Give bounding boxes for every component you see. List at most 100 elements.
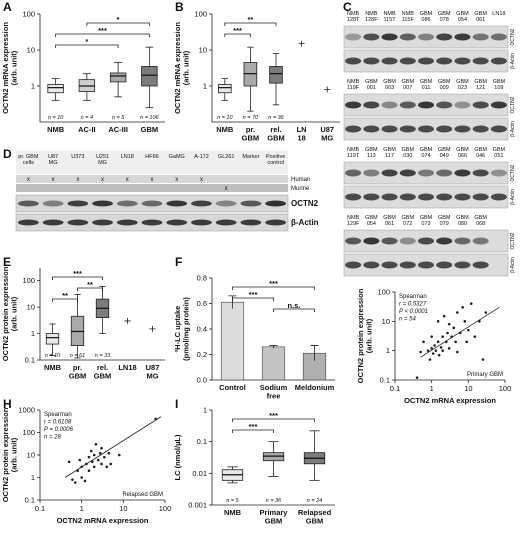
point <box>455 350 459 354</box>
y-tick-label: 0.001 <box>188 501 207 510</box>
point <box>446 331 449 335</box>
blot-band <box>92 219 113 226</box>
blot-band <box>345 101 362 109</box>
y-tick-label: 0.6 <box>197 299 207 308</box>
point <box>96 458 100 462</box>
blot-band <box>472 125 489 133</box>
group-label: Relapsed GBM <box>122 492 163 498</box>
blot-band <box>490 169 507 177</box>
lane-label: NMB 119F <box>347 79 360 91</box>
x-tick-label: NMB <box>47 125 65 134</box>
point <box>447 347 451 350</box>
n-label: n = 4 <box>81 115 93 121</box>
lane-label: LN18 <box>492 11 505 17</box>
y-tick-label: 0.2 <box>197 350 207 359</box>
blot-band <box>345 125 362 133</box>
point <box>107 451 111 455</box>
y-tick-label: 0.0 <box>197 376 207 385</box>
point-marker <box>324 86 331 93</box>
blot-band <box>417 237 435 245</box>
y-axis-label: ³H-LC uptake(pmol/mg protein) <box>173 297 190 361</box>
lane-label: GBM 072 <box>402 215 415 227</box>
significance-bracket <box>224 22 277 26</box>
blot-strip <box>343 25 509 49</box>
lane-label: GBM 117 <box>383 147 396 159</box>
point <box>461 306 464 309</box>
significance-label: *** <box>98 26 107 35</box>
point <box>100 462 103 466</box>
point <box>430 335 433 338</box>
x-tick-label: NMB <box>216 125 234 134</box>
x-tick-label: Control <box>219 383 246 392</box>
blot-band <box>215 200 237 207</box>
x-tick-label: AC-III <box>108 125 128 134</box>
blot-band <box>191 219 212 226</box>
point <box>103 455 106 459</box>
point <box>484 311 488 314</box>
lane-label: GBM 001 <box>365 79 378 91</box>
point <box>441 349 445 352</box>
lane-label: NMB 119T <box>347 147 360 159</box>
significance-bracket <box>55 33 150 37</box>
lane-label: GBM 086 <box>420 11 433 23</box>
point <box>467 328 470 332</box>
blot-band <box>436 237 453 245</box>
significance-label: * <box>117 15 120 24</box>
blot-band <box>191 200 212 207</box>
n-label: n = 33 <box>95 353 111 359</box>
species-mark: x <box>52 177 55 183</box>
blot-band <box>363 261 380 269</box>
point <box>433 344 436 347</box>
blot-band <box>490 33 507 41</box>
blot-band <box>166 219 188 226</box>
point <box>89 449 93 453</box>
significance-bracket <box>273 308 315 312</box>
y-tick-label: 100 <box>22 10 35 19</box>
y-tick-label: 100 <box>377 288 390 297</box>
band-label: β-Actin <box>510 53 516 69</box>
n-label: n = 10 <box>48 115 64 121</box>
x-tick-label: GBM <box>141 125 159 134</box>
point <box>80 476 83 479</box>
significance-bracket <box>232 286 315 290</box>
x-tick-label: NMB <box>44 363 62 372</box>
group-label: Primary GBM <box>467 372 503 378</box>
blot-band <box>363 237 380 245</box>
blot-band <box>490 101 507 109</box>
blot-band <box>381 33 398 41</box>
species-row <box>16 175 288 183</box>
species-mark: x <box>27 177 30 183</box>
x-tick-label: 1 <box>80 504 84 513</box>
x-tick-label: LN18 <box>118 363 136 372</box>
lane-label: GBM 011 <box>420 79 433 91</box>
point <box>67 460 71 464</box>
significance-bracket <box>224 33 251 37</box>
y-tick-label: 10 <box>27 303 35 312</box>
box <box>109 72 127 83</box>
significance-label: ** <box>62 291 68 300</box>
point <box>428 358 432 361</box>
significance-bracket <box>232 429 274 433</box>
blot-band <box>240 219 262 226</box>
lane-label: NMB 128T <box>347 11 360 23</box>
x-tick-label: 10 <box>119 504 127 513</box>
box <box>45 333 60 345</box>
x-axis-label: OCTN2 mRNA expression <box>57 516 149 525</box>
band-label: β-Actin <box>510 189 516 205</box>
annotation: n = 54 <box>399 317 417 323</box>
blot-band <box>472 237 489 245</box>
blot-band <box>417 125 435 133</box>
annotation: P < 0.0001 <box>399 309 428 315</box>
lane-label: GBM 054 <box>456 11 469 23</box>
blot-band <box>42 200 64 207</box>
point <box>422 340 425 344</box>
blot-band <box>399 125 416 133</box>
x-tick-label: Relapsed GBM <box>298 508 332 525</box>
point <box>91 460 94 464</box>
blot-band <box>42 219 64 226</box>
y-axis-label: OCTN2 protein expression(arb. unit) <box>1 407 18 502</box>
point <box>117 453 121 457</box>
blot-band <box>67 200 89 207</box>
significance-label: *** <box>233 26 242 35</box>
